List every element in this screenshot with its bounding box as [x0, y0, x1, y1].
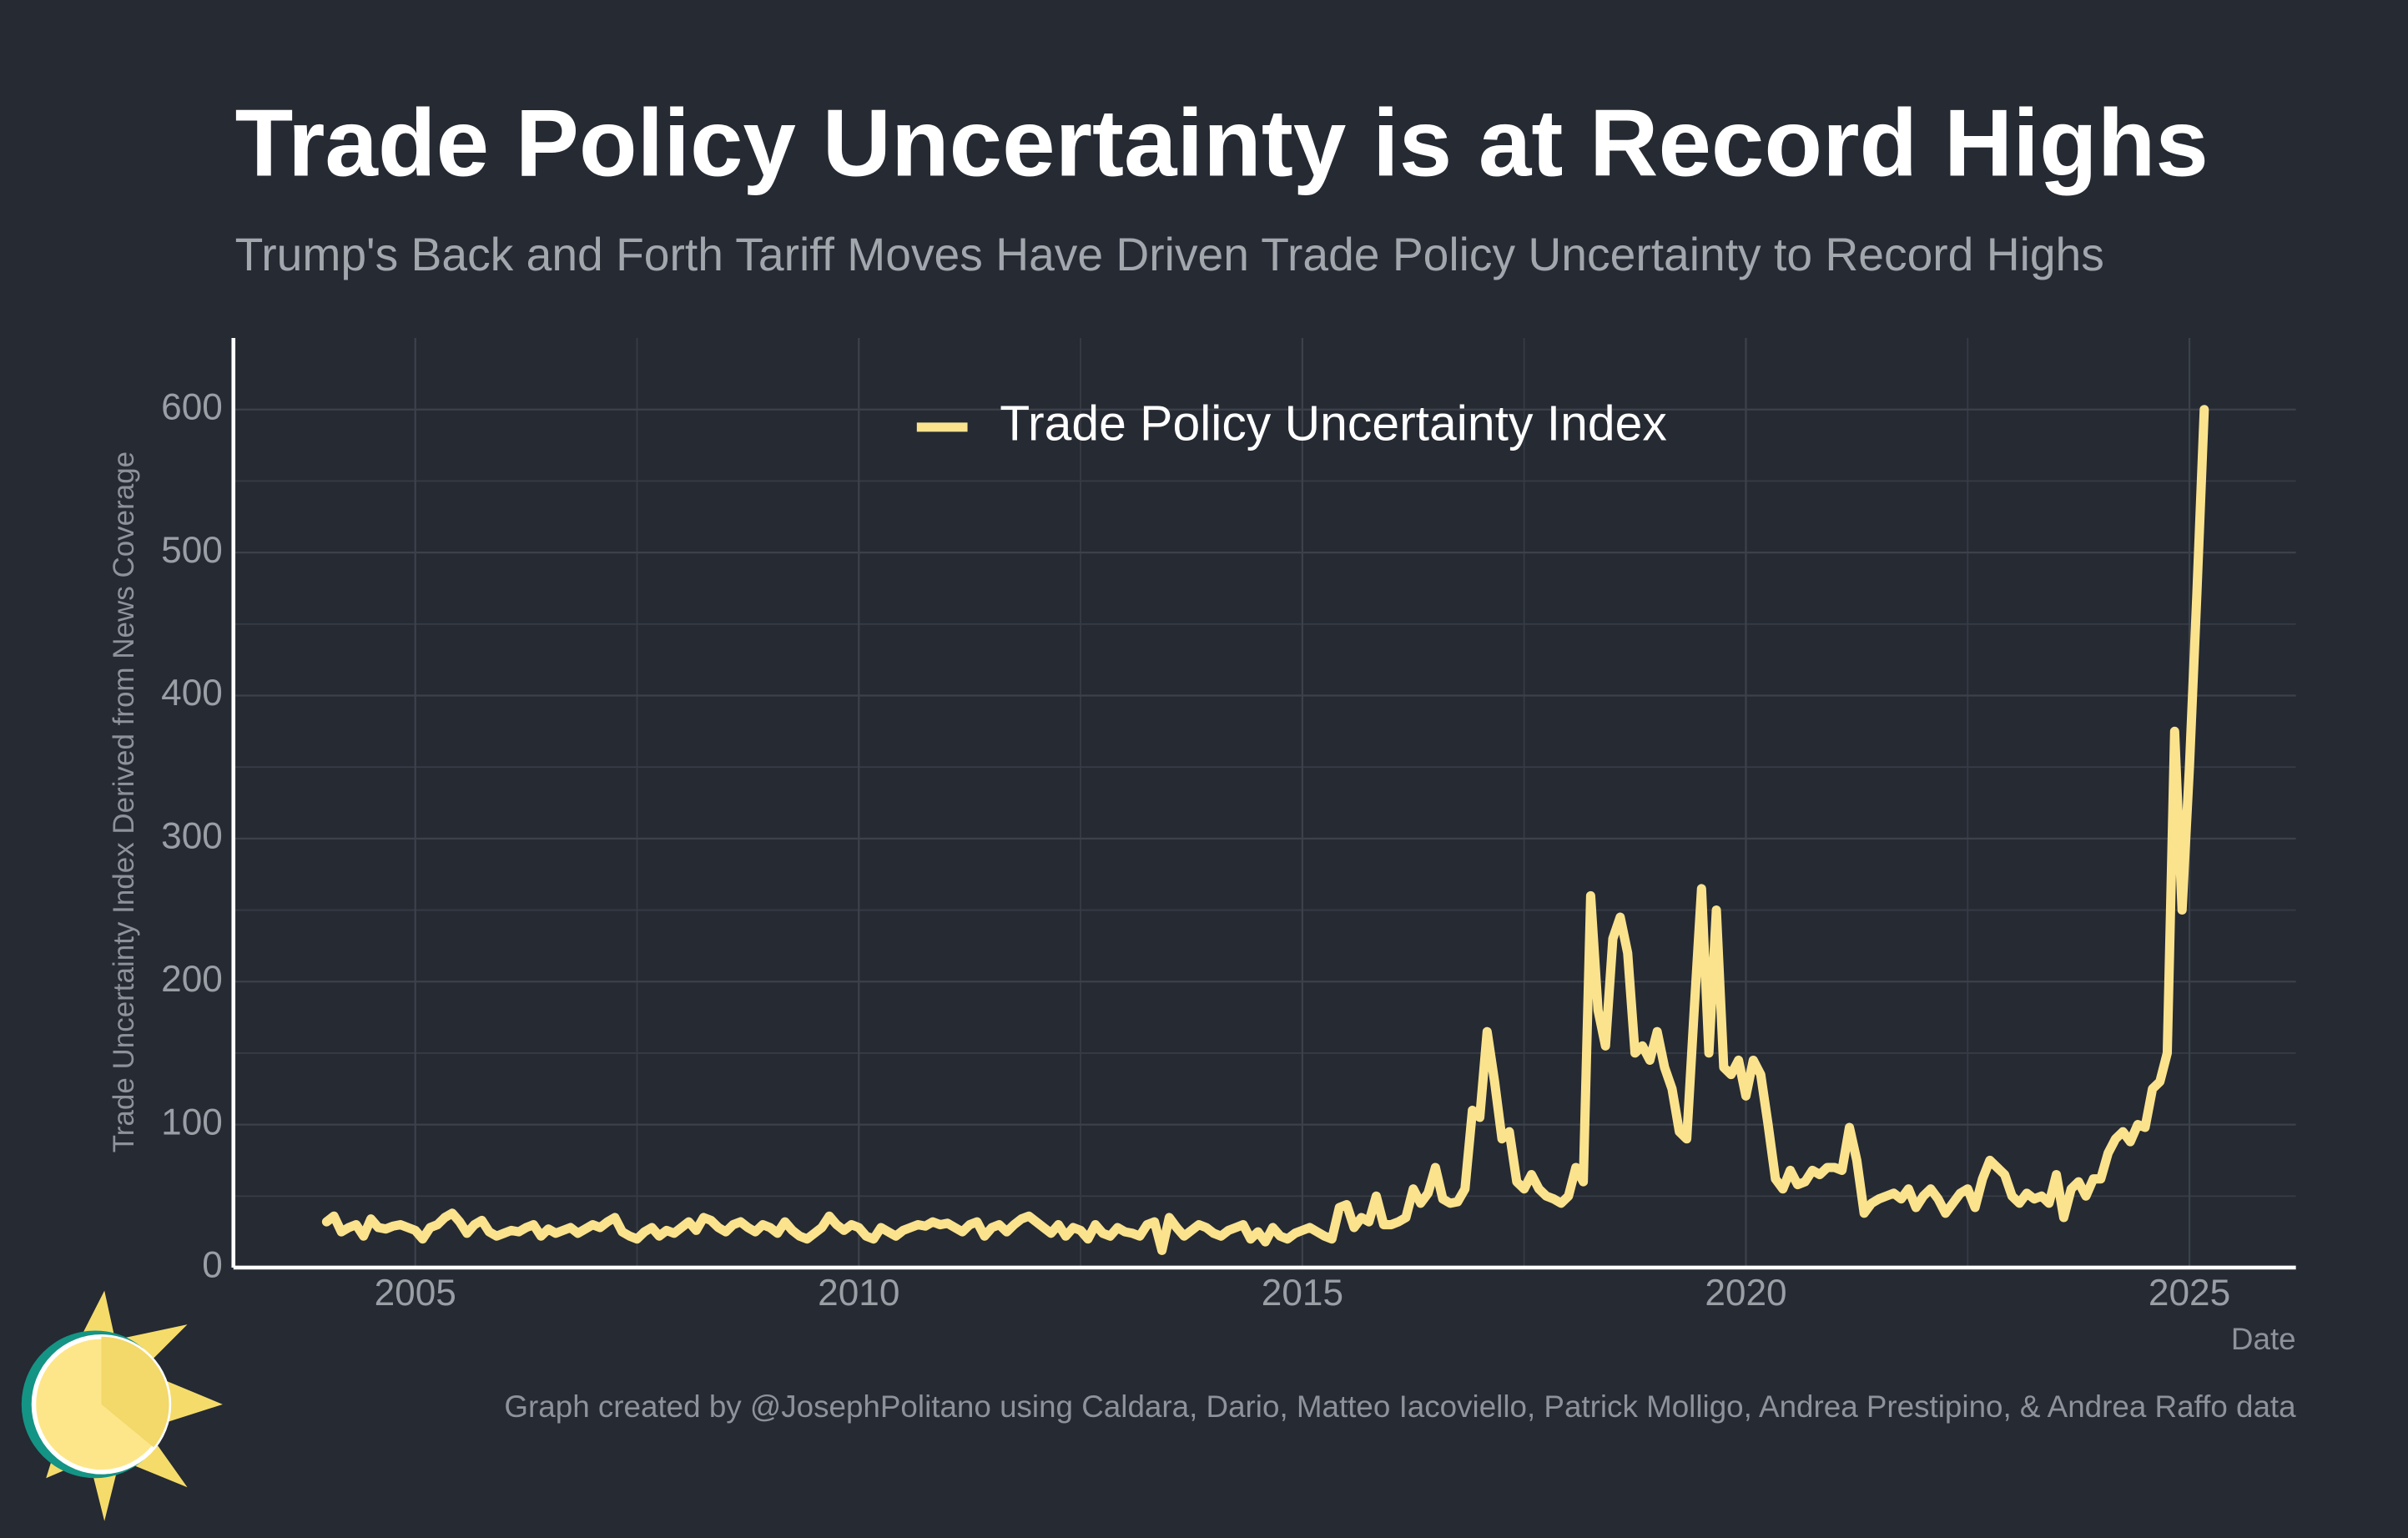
x-tick-label: 2005: [375, 1273, 456, 1314]
x-tick-label: 2010: [818, 1273, 899, 1314]
x-axis-label: Date: [2231, 1322, 2296, 1356]
y-tick-label: 200: [161, 959, 223, 1000]
logo-slice: [101, 1336, 169, 1448]
y-tick-label: 300: [161, 816, 223, 857]
x-tick-label: 2025: [2149, 1273, 2230, 1314]
legend-label: Trade Policy Uncertainty Index: [1000, 396, 1667, 451]
source-note: Graph created by @JosephPolitano using C…: [504, 1389, 2296, 1424]
chart-subtitle: Trump's Back and Forth Tariff Moves Have…: [235, 229, 2104, 280]
x-tick-label: 2020: [1705, 1273, 1786, 1314]
y-axis-label: Trade Uncertainty Index Derived from New…: [108, 451, 140, 1152]
data-line: [321, 405, 2209, 1255]
logo: [21, 1290, 223, 1521]
x-tick-label: 2015: [1262, 1273, 1343, 1314]
plot: [321, 405, 2209, 1255]
y-tick-label: 600: [161, 386, 223, 427]
y-tick-label: 400: [161, 673, 223, 714]
y-tick-label: 500: [161, 530, 223, 571]
chart-title: Trade Policy Uncertainty is at Record Hi…: [235, 91, 2209, 197]
grid: [233, 338, 2296, 1269]
y-tick-label: 0: [202, 1245, 223, 1286]
y-tick-label: 100: [161, 1102, 223, 1142]
